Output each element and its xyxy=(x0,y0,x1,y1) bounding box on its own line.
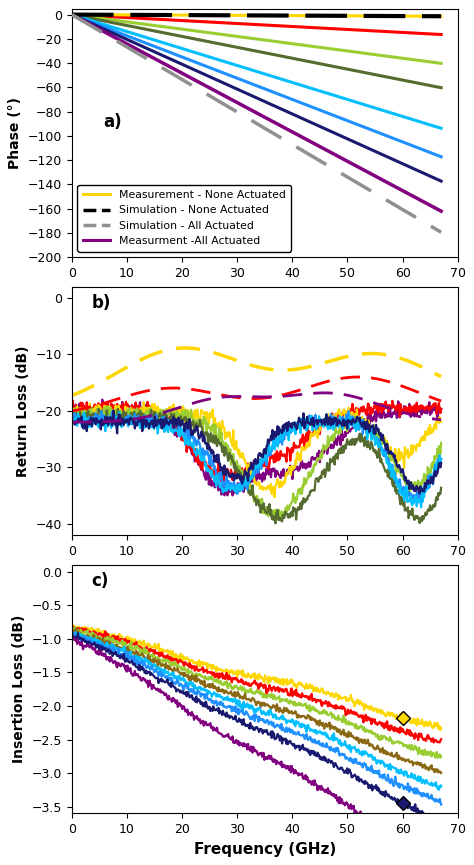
Text: c): c) xyxy=(91,573,109,590)
Legend: Measurement - None Actuated, Simulation - None Actuated, Simulation - All Actuat: Measurement - None Actuated, Simulation … xyxy=(77,184,291,252)
Y-axis label: Phase (°): Phase (°) xyxy=(9,97,22,169)
Text: b): b) xyxy=(91,294,110,312)
Y-axis label: Return Loss (dB): Return Loss (dB) xyxy=(16,345,30,477)
Text: a): a) xyxy=(103,113,121,131)
Y-axis label: Insertion Loss (dB): Insertion Loss (dB) xyxy=(12,615,26,763)
X-axis label: Frequency (GHz): Frequency (GHz) xyxy=(194,842,336,856)
